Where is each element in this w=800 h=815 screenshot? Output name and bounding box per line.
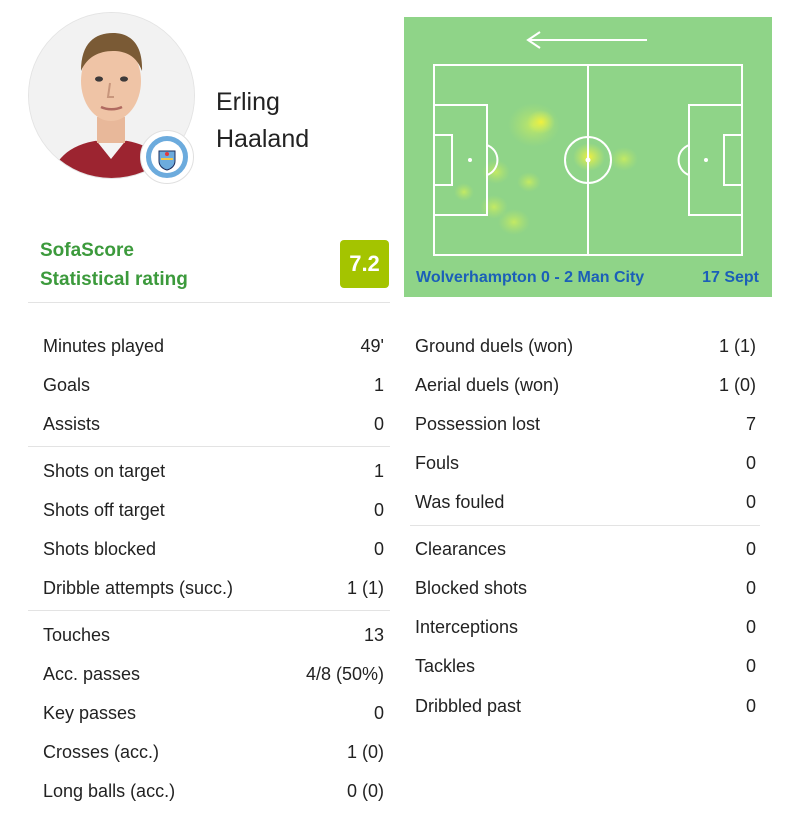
stat-label: Shots blocked [43,539,157,559]
stat-value: 1 (1) [718,336,756,356]
stat-value: 0 [745,656,756,676]
stat-row-long-balls: Long balls (acc.) 0 (0) [43,776,384,806]
stat-row-tackles: Tackles 0 [415,651,756,681]
rating-label: SofaScore Statistical rating [40,236,260,294]
stat-value: 1 (0) [718,375,756,395]
group-divider [28,446,390,447]
stat-label: Minutes played [43,336,165,356]
heatmap-panel[interactable] [404,17,772,297]
manchester-city-crest-icon [140,130,194,184]
stat-value: 1 (1) [346,578,384,598]
stat-row-aerial-duels: Aerial duels (won) 1 (0) [415,370,756,400]
stat-label: Possession lost [415,414,541,434]
stat-label: Acc. passes [43,664,141,684]
stat-value: 1 [373,461,384,481]
stat-value: 4/8 (50%) [305,664,384,684]
stat-label: Long balls (acc.) [43,781,176,801]
stat-value: 7 [745,414,756,434]
stat-value: 0 [373,414,384,434]
player-first-name: Erling [216,88,280,116]
stat-row-shots-on-target: Shots on target 1 [43,456,384,486]
stat-row-was-fouled: Was fouled 0 [415,487,756,517]
group-divider [410,525,760,526]
stat-value: 0 [373,703,384,723]
stat-row-blocked-shots: Blocked shots 0 [415,573,756,603]
stat-value: 0 [373,500,384,520]
stat-row-interceptions: Interceptions 0 [415,612,756,642]
stat-row-dribbled-past: Dribbled past 0 [415,691,756,721]
stat-row-acc-passes: Acc. passes 4/8 (50%) [43,659,384,689]
stat-value: 0 [745,492,756,512]
stat-row-assists: Assists 0 [43,409,384,439]
stat-label: Aerial duels (won) [415,375,560,395]
arrow-left-icon [526,31,647,49]
stat-row-goals: Goals 1 [43,370,384,400]
rating-label-line2: Statistical rating [40,269,188,290]
stat-label: Crosses (acc.) [43,742,160,762]
match-date: 17 Sept [702,269,759,286]
stat-value: 1 [373,375,384,395]
player-last-name: Haaland [216,125,310,153]
stat-label: Tackles [415,656,476,676]
stat-value: 0 [745,617,756,637]
stat-label: Assists [43,414,101,434]
stat-label: Shots off target [43,500,165,520]
match-link[interactable]: Wolverhampton 0 - 2 Man City [416,269,645,286]
stat-label: Ground duels (won) [415,336,574,356]
stat-label: Dribbled past [415,696,522,716]
stat-value: 1 (0) [346,742,384,762]
stat-row-key-passes: Key passes 0 [43,698,384,728]
stat-label: Shots on target [43,461,166,481]
stat-row-fouls: Fouls 0 [415,448,756,478]
stat-row-crosses: Crosses (acc.) 1 (0) [43,737,384,767]
header-divider [28,302,390,303]
stat-value: 13 [363,625,384,645]
stat-value: 0 [745,453,756,473]
stat-value: 0 (0) [346,781,384,801]
stat-label: Interceptions [415,617,519,637]
stat-row-shots-blocked: Shots blocked 0 [43,534,384,564]
stat-label: Clearances [415,539,507,559]
stat-row-touches: Touches 13 [43,620,384,650]
stat-value: 49' [360,336,384,356]
stat-value: 0 [373,539,384,559]
stat-row-ground-duels: Ground duels (won) 1 (1) [415,331,756,361]
stat-label: Key passes [43,703,137,723]
player-avatar [28,12,195,179]
stat-row-possession-lost: Possession lost 7 [415,409,756,439]
stat-row-clearances: Clearances 0 [415,534,756,564]
group-divider [28,610,390,611]
stat-row-shots-off-target: Shots off target 0 [43,495,384,525]
stat-label: Dribble attempts (succ.) [43,578,234,598]
stat-value: 0 [745,696,756,716]
stat-row-minutes-played: Minutes played 49' [43,331,384,361]
rating-label-line1: SofaScore [40,240,134,261]
stat-label: Was fouled [415,492,505,512]
stat-label: Blocked shots [415,578,528,598]
stat-row-dribble-attempts: Dribble attempts (succ.) 1 (1) [43,573,384,603]
stat-value: 0 [745,578,756,598]
stat-label: Goals [43,375,91,395]
rating-badge: 7.2 [340,240,389,288]
heatmap-pitch [404,17,772,297]
stat-label: Fouls [415,453,460,473]
player-photo [29,13,194,178]
player-name: Erling Haaland [216,84,366,158]
stat-label: Touches [43,625,111,645]
stat-value: 0 [745,539,756,559]
